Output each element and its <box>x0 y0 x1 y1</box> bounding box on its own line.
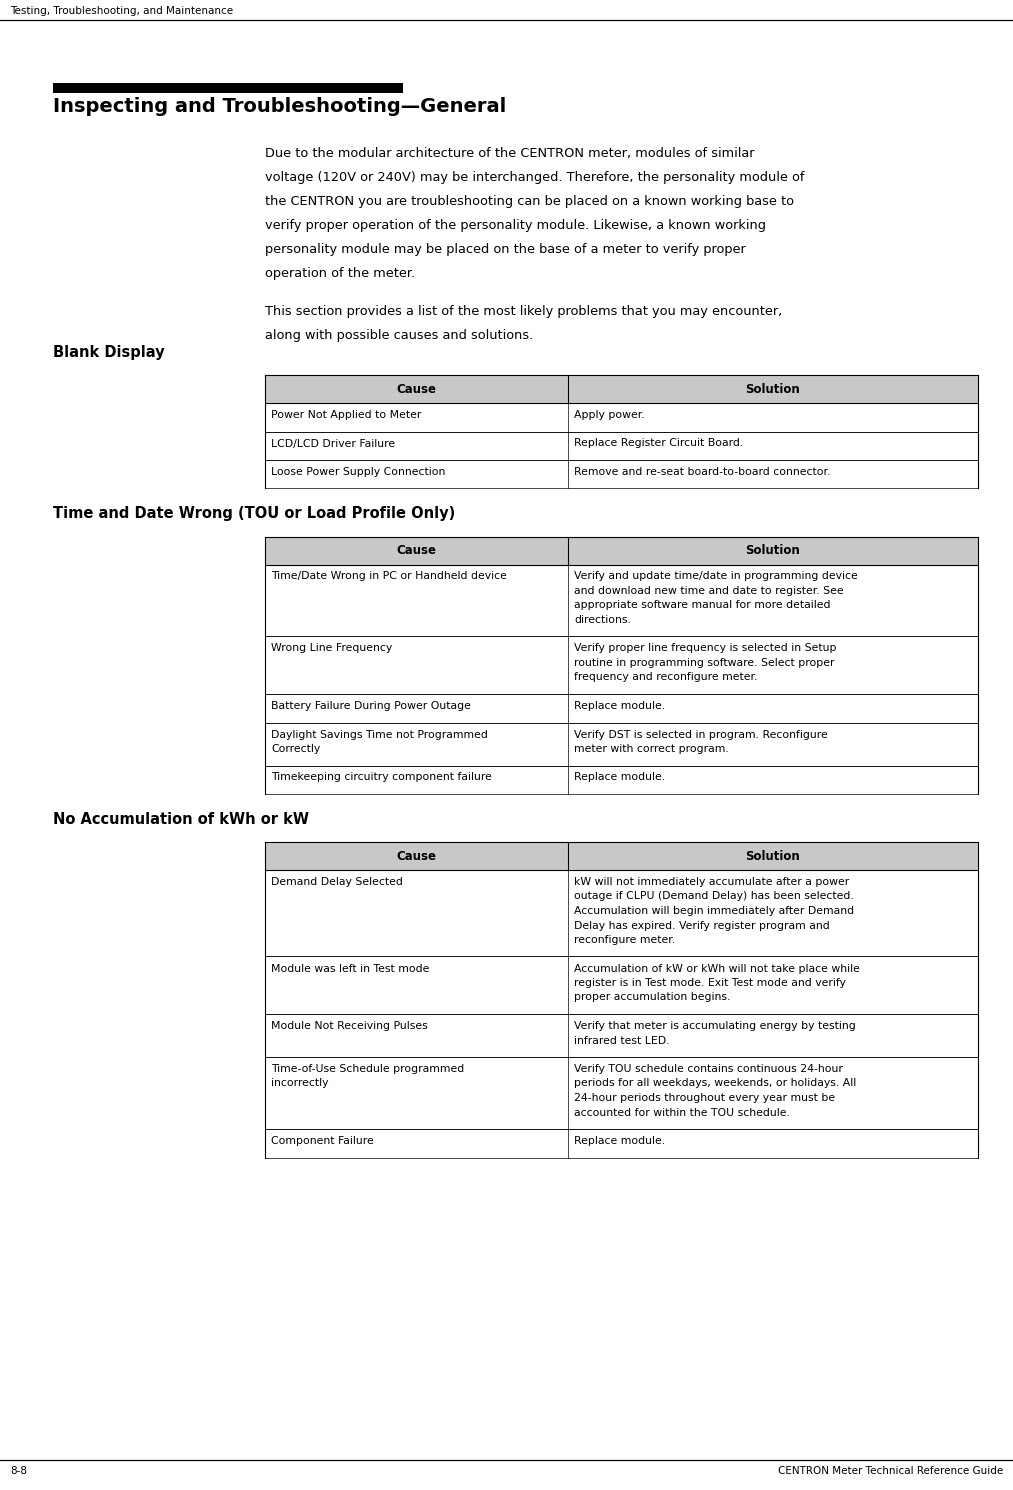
Text: Demand Delay Selected: Demand Delay Selected <box>271 878 403 887</box>
Text: Solution: Solution <box>746 849 800 863</box>
Text: meter with correct program.: meter with correct program. <box>574 744 728 754</box>
Text: infrared test LED.: infrared test LED. <box>574 1036 670 1046</box>
Text: Power Not Applied to Meter: Power Not Applied to Meter <box>271 410 421 420</box>
Text: Daylight Savings Time not Programmed: Daylight Savings Time not Programmed <box>271 730 488 739</box>
Bar <box>265 842 978 870</box>
Text: Loose Power Supply Connection: Loose Power Supply Connection <box>271 466 446 477</box>
Text: 24-hour periods throughout every year must be: 24-hour periods throughout every year mu… <box>574 1094 835 1103</box>
Text: Replace module.: Replace module. <box>574 1135 666 1146</box>
Text: personality module may be placed on the base of a meter to verify proper: personality module may be placed on the … <box>265 243 746 256</box>
Text: accounted for within the TOU schedule.: accounted for within the TOU schedule. <box>574 1107 790 1118</box>
Text: appropriate software manual for more detailed: appropriate software manual for more det… <box>574 600 831 611</box>
Text: Due to the modular architecture of the CENTRON meter, modules of similar: Due to the modular architecture of the C… <box>265 148 755 159</box>
Text: Module Not Receiving Pulses: Module Not Receiving Pulses <box>271 1021 427 1031</box>
Text: Remove and re-seat board-to-board connector.: Remove and re-seat board-to-board connec… <box>574 466 831 477</box>
Text: operation of the meter.: operation of the meter. <box>265 267 415 280</box>
Text: Replace Register Circuit Board.: Replace Register Circuit Board. <box>574 438 744 448</box>
Bar <box>265 375 978 402</box>
Text: the CENTRON you are troubleshooting can be placed on a known working base to: the CENTRON you are troubleshooting can … <box>265 195 794 209</box>
Text: register is in Test mode. Exit Test mode and verify: register is in Test mode. Exit Test mode… <box>574 977 846 988</box>
Text: directions.: directions. <box>574 615 631 624</box>
Text: periods for all weekdays, weekends, or holidays. All: periods for all weekdays, weekends, or h… <box>574 1079 856 1089</box>
Text: Accumulation will begin immediately after Demand: Accumulation will begin immediately afte… <box>574 906 854 916</box>
Text: Time/Date Wrong in PC or Handheld device: Time/Date Wrong in PC or Handheld device <box>271 572 506 581</box>
Text: Time-of-Use Schedule programmed: Time-of-Use Schedule programmed <box>271 1064 464 1074</box>
Text: No Accumulation of kWh or kW: No Accumulation of kWh or kW <box>53 812 309 827</box>
Text: Correctly: Correctly <box>271 744 320 754</box>
Text: Solution: Solution <box>746 544 800 557</box>
Text: Time and Date Wrong (TOU or Load Profile Only): Time and Date Wrong (TOU or Load Profile… <box>53 507 455 522</box>
Text: and download new time and date to register. See: and download new time and date to regist… <box>574 586 844 596</box>
Text: This section provides a list of the most likely problems that you may encounter,: This section provides a list of the most… <box>265 305 782 317</box>
Text: Solution: Solution <box>746 383 800 395</box>
Text: Component Failure: Component Failure <box>271 1135 374 1146</box>
Text: verify proper operation of the personality module. Likewise, a known working: verify proper operation of the personali… <box>265 219 766 232</box>
Text: Inspecting and Troubleshooting—General: Inspecting and Troubleshooting—General <box>53 97 506 116</box>
Text: Cause: Cause <box>396 383 437 395</box>
Text: Module was left in Test mode: Module was left in Test mode <box>271 964 430 973</box>
Text: Verify TOU schedule contains continuous 24-hour: Verify TOU schedule contains continuous … <box>574 1064 843 1074</box>
Text: Battery Failure During Power Outage: Battery Failure During Power Outage <box>271 700 471 711</box>
Text: LCD/LCD Driver Failure: LCD/LCD Driver Failure <box>271 438 395 448</box>
Text: kW will not immediately accumulate after a power: kW will not immediately accumulate after… <box>574 878 849 887</box>
Text: outage if CLPU (Demand Delay) has been selected.: outage if CLPU (Demand Delay) has been s… <box>574 891 854 901</box>
Text: Apply power.: Apply power. <box>574 410 644 420</box>
Text: Cause: Cause <box>396 544 437 557</box>
Text: Verify that meter is accumulating energy by testing: Verify that meter is accumulating energy… <box>574 1021 856 1031</box>
Text: Verify and update time/date in programming device: Verify and update time/date in programmi… <box>574 572 858 581</box>
Text: frequency and reconfigure meter.: frequency and reconfigure meter. <box>574 672 758 682</box>
Text: CENTRON Meter Technical Reference Guide: CENTRON Meter Technical Reference Guide <box>778 1466 1003 1477</box>
Text: Verify DST is selected in program. Reconfigure: Verify DST is selected in program. Recon… <box>574 730 828 739</box>
Text: Wrong Line Frequency: Wrong Line Frequency <box>271 644 392 654</box>
Text: Replace module.: Replace module. <box>574 700 666 711</box>
Text: Replace module.: Replace module. <box>574 772 666 782</box>
Text: 8-8: 8-8 <box>10 1466 27 1477</box>
Text: Verify proper line frequency is selected in Setup: Verify proper line frequency is selected… <box>574 644 837 654</box>
Text: Accumulation of kW or kWh will not take place while: Accumulation of kW or kWh will not take … <box>574 964 860 973</box>
Bar <box>265 536 978 565</box>
Text: reconfigure meter.: reconfigure meter. <box>574 936 675 945</box>
Text: voltage (120V or 240V) may be interchanged. Therefore, the personality module of: voltage (120V or 240V) may be interchang… <box>265 171 804 183</box>
Bar <box>53 83 403 92</box>
Text: Blank Display: Blank Display <box>53 346 165 361</box>
Text: routine in programming software. Select proper: routine in programming software. Select … <box>574 659 835 668</box>
Text: Cause: Cause <box>396 849 437 863</box>
Text: Delay has expired. Verify register program and: Delay has expired. Verify register progr… <box>574 921 830 930</box>
Text: along with possible causes and solutions.: along with possible causes and solutions… <box>265 329 533 343</box>
Text: Testing, Troubleshooting, and Maintenance: Testing, Troubleshooting, and Maintenanc… <box>10 6 233 16</box>
Text: Timekeeping circuitry component failure: Timekeeping circuitry component failure <box>271 772 492 782</box>
Text: incorrectly: incorrectly <box>271 1079 328 1089</box>
Text: proper accumulation begins.: proper accumulation begins. <box>574 992 730 1003</box>
